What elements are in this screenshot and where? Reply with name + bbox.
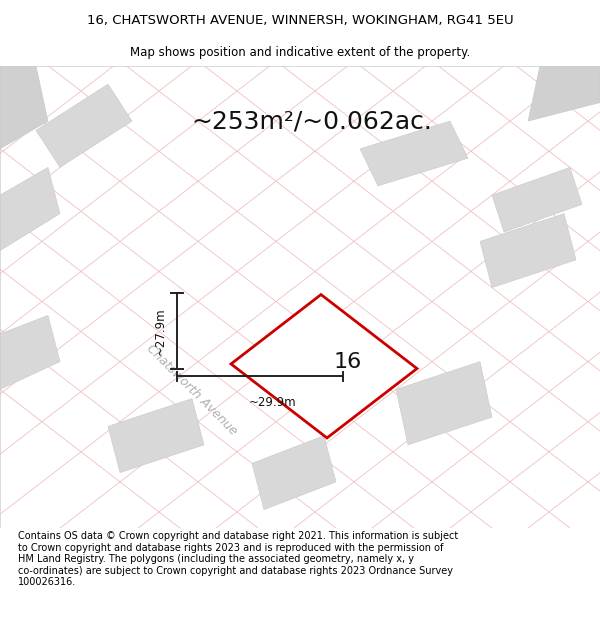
Polygon shape: [252, 436, 336, 509]
Text: Chatsworth Avenue: Chatsworth Avenue: [144, 341, 240, 437]
Text: ~253m²/~0.062ac.: ~253m²/~0.062ac.: [191, 109, 433, 133]
Text: ~27.9m: ~27.9m: [154, 307, 167, 354]
Text: 16: 16: [334, 352, 362, 372]
Text: Contains OS data © Crown copyright and database right 2021. This information is : Contains OS data © Crown copyright and d…: [18, 531, 458, 588]
Polygon shape: [36, 84, 132, 168]
Polygon shape: [0, 168, 60, 251]
Polygon shape: [480, 214, 576, 288]
Polygon shape: [0, 316, 60, 389]
Polygon shape: [492, 168, 582, 232]
Polygon shape: [108, 399, 204, 472]
Text: Map shows position and indicative extent of the property.: Map shows position and indicative extent…: [130, 46, 470, 59]
Polygon shape: [360, 121, 468, 186]
Polygon shape: [0, 66, 48, 149]
Polygon shape: [528, 66, 600, 121]
Text: 16, CHATSWORTH AVENUE, WINNERSH, WOKINGHAM, RG41 5EU: 16, CHATSWORTH AVENUE, WINNERSH, WOKINGH…: [86, 14, 514, 28]
Polygon shape: [231, 294, 417, 438]
Polygon shape: [396, 362, 492, 445]
Text: ~29.9m: ~29.9m: [248, 396, 296, 409]
